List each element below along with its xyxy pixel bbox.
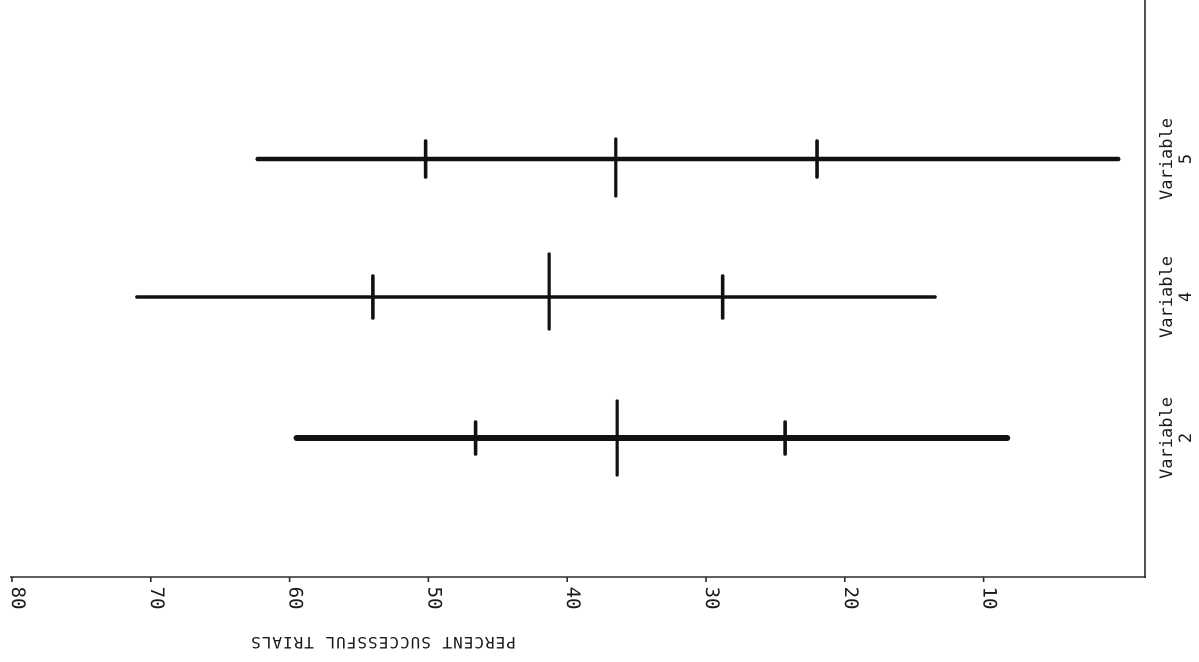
value-axis-ticks — [11, 577, 985, 582]
value-tick-label: 20 — [840, 587, 862, 610]
value-tick-label: 70 — [146, 587, 168, 610]
value-tick-label: 10 — [979, 587, 1001, 610]
row-label-title: Variable — [1157, 397, 1177, 479]
value-axis-title: PERCENT SUCCESSFUL TRIALS — [250, 633, 516, 652]
value-tick-label: 40 — [562, 587, 584, 610]
range-markers — [371, 137, 819, 477]
value-tick-label: 60 — [285, 587, 307, 610]
row-label-number: 5 — [1176, 154, 1196, 164]
value-tick-label: 50 — [423, 587, 445, 610]
value-axis-tick-labels: 80 70 60 50 40 30 20 10 — [7, 587, 1001, 610]
range-lines — [135, 156, 1121, 441]
row-label-title: Variable — [1157, 256, 1177, 338]
row-label-number: 4 — [1176, 292, 1196, 302]
value-tick-label: 80 — [7, 587, 29, 610]
value-tick-label: 30 — [701, 587, 723, 610]
row-label-title: Variable — [1157, 118, 1177, 200]
row-label-number: 2 — [1176, 433, 1196, 443]
